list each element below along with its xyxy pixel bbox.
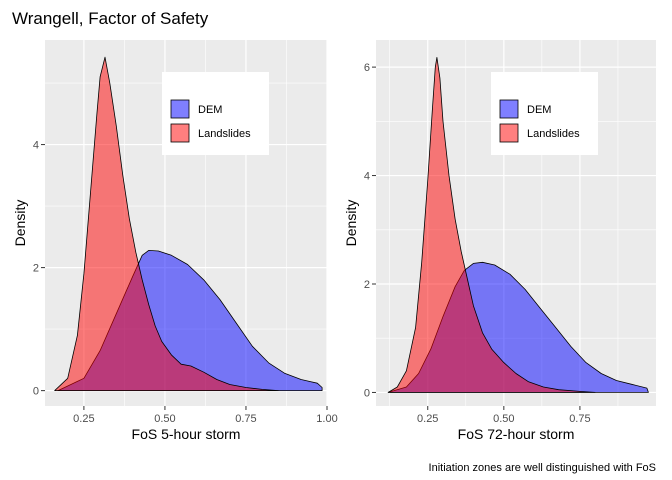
x-tick-label: 0.25 (417, 413, 438, 425)
x-tick-label: 0.50 (154, 413, 175, 425)
panel-5-hour-storm: 0.25 0.50 0.75 1.00 0 2 4 FoS 5-hour storm Densi… (12, 40, 338, 442)
legend-key-dem (170, 99, 190, 119)
legend-label-dem: DEM (198, 104, 222, 116)
x-tick-label: 0.25 (73, 413, 94, 425)
y-tick-label: 2 (364, 279, 370, 291)
y-axis-label: Density (343, 200, 359, 247)
caption: Initiation zones are well distinguished … (429, 462, 656, 474)
legend-key-landslides (499, 123, 519, 143)
figure-title: Wrangell, Factor of Safety (12, 9, 209, 28)
y-tick-label: 4 (33, 140, 39, 152)
legend-key-dem (499, 99, 519, 119)
x-axis-label: FoS 5-hour storm (132, 426, 241, 442)
legend-label-dem: DEM (527, 104, 551, 116)
y-tick-label: 0 (364, 387, 370, 399)
legend-label-landslides: Landslides (527, 128, 580, 140)
x-tick-label: 0.75 (569, 413, 590, 425)
panel-72-hour-storm: 0.25 0.50 0.75 0 2 4 6 FoS 72-hour storm Density… (343, 40, 656, 442)
x-tick-label: 1.00 (316, 413, 337, 425)
y-tick-label: 4 (364, 171, 370, 183)
density-area-landslides (387, 57, 596, 393)
density-area-landslides (54, 56, 279, 391)
legend-key-landslides (170, 123, 190, 143)
legend: DEM Landslides (162, 72, 269, 155)
x-axis-label: FoS 72-hour storm (458, 426, 575, 442)
y-tick-label: 0 (33, 386, 39, 398)
x-tick-label: 0.50 (493, 413, 514, 425)
x-tick-label: 0.75 (235, 413, 256, 425)
y-tick-label: 2 (33, 263, 39, 275)
y-axis-label: Density (12, 200, 28, 247)
legend-label-landslides: Landslides (198, 128, 251, 140)
legend: DEM Landslides (491, 72, 598, 155)
y-tick-label: 6 (364, 62, 370, 74)
